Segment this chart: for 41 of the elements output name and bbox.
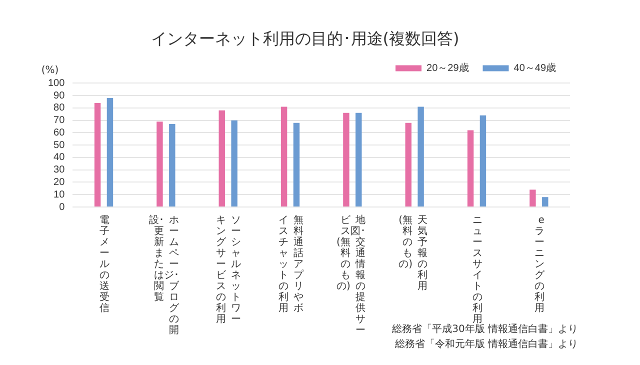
text: 総務省「平成30年版 情報通信白書」より: [392, 324, 578, 337]
y-tick-label: 100: [48, 78, 66, 89]
bar: [542, 197, 548, 206]
bar: [405, 122, 412, 206]
y-tick-label: 50: [54, 140, 66, 151]
y-tick-label: 90: [54, 90, 66, 102]
bar: [169, 124, 176, 206]
text: 総務省「令和元年版 情報通信白書」より: [394, 338, 578, 352]
y-tick-label: 80: [54, 102, 66, 114]
bar: [467, 130, 474, 206]
y-tick-label: 40: [54, 152, 66, 164]
bar: [218, 110, 225, 206]
category-label: 天気予報の利用(無料のもの): [398, 215, 428, 292]
chart-title: インターネット利用の目的･用途(複数回答): [150, 28, 460, 48]
y-tick-label: 30: [54, 164, 66, 176]
bar: [280, 106, 288, 206]
y-axis-title: (%): [41, 64, 59, 76]
bar: [94, 103, 101, 206]
legend-label: 40～49歳: [514, 62, 556, 74]
category-label: ニュースサイトの利用: [472, 215, 482, 325]
bar: [293, 122, 300, 206]
category-label: 地図･交通情報の提供サービス(無料のもの): [336, 215, 366, 336]
y-tick-label: 20: [54, 176, 66, 188]
bar: [106, 98, 114, 206]
y-tick-label: 10: [54, 189, 66, 200]
category-label: ホームページ･ブログの開設･更新または閲覧: [148, 215, 179, 336]
bar: [156, 122, 163, 206]
bar: [231, 120, 238, 206]
bar: [356, 112, 362, 206]
y-tick-label: 0: [59, 202, 66, 213]
bar: [530, 190, 536, 206]
bar: [480, 115, 486, 206]
bar: [343, 112, 350, 206]
legend-label: 20～29歳: [426, 62, 469, 74]
category-label: eラーニングの利用: [534, 215, 544, 314]
category-label: 電子メールの送受信: [99, 215, 110, 314]
bar: [418, 106, 424, 206]
category-label: ソーシャルネットワーキングサービスの利用: [216, 215, 242, 325]
y-tick-label: 70: [54, 115, 66, 126]
category-label: 無料通話アプリやボイスチャットの利用: [278, 215, 304, 314]
y-tick-label: 60: [54, 127, 66, 138]
